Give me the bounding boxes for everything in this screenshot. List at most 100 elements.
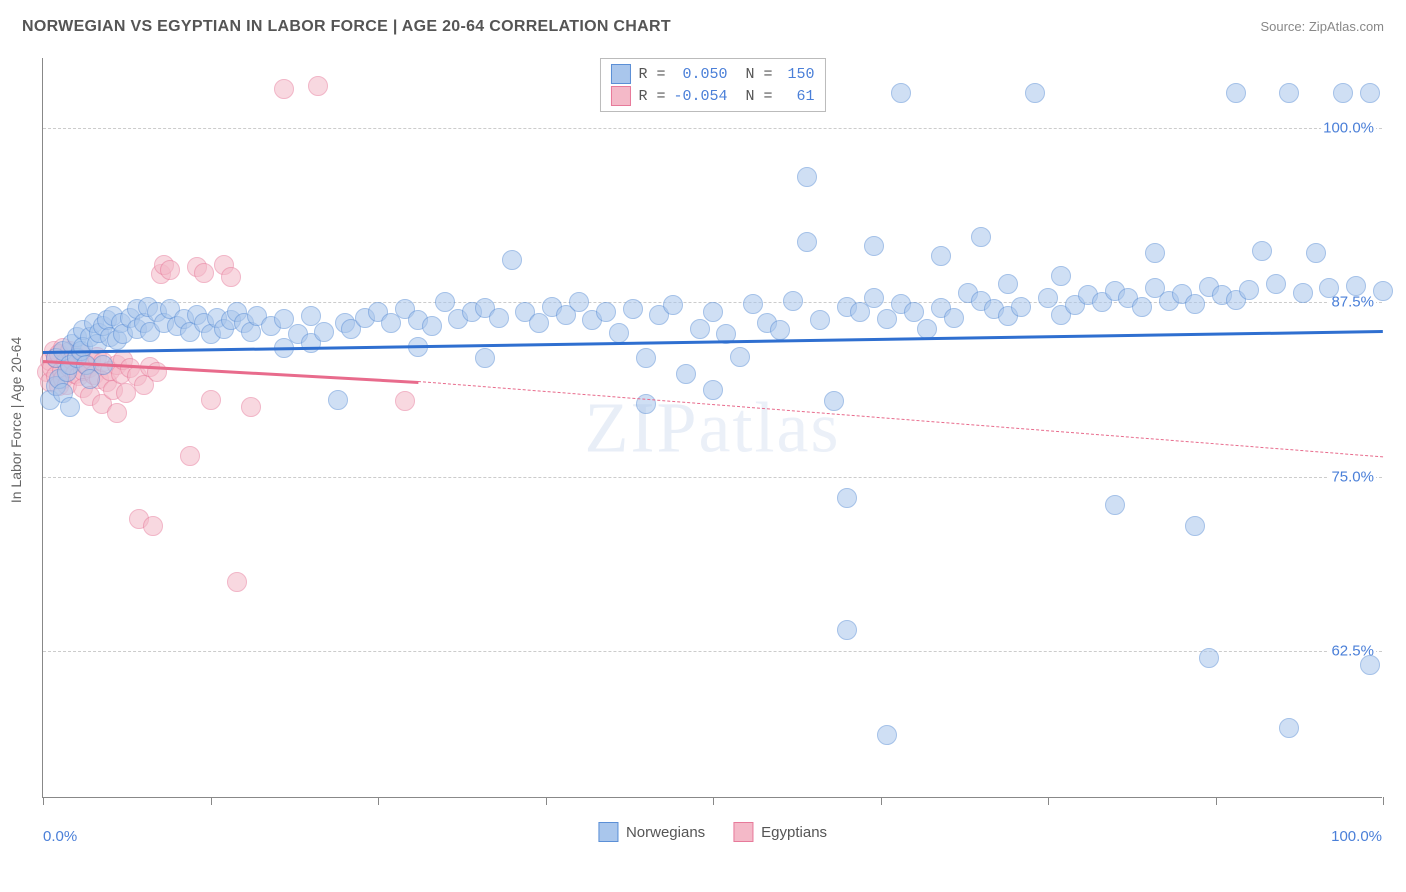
scatter-point: [241, 397, 261, 417]
legend-swatch-egyptians: [610, 86, 630, 106]
scatter-point: [422, 316, 442, 336]
legend-swatch-norwegians-bottom: [598, 822, 618, 842]
scatter-point: [1105, 495, 1125, 515]
scatter-point: [1373, 281, 1393, 301]
scatter-point: [1293, 283, 1313, 303]
x-tick: [378, 797, 379, 805]
scatter-point: [227, 572, 247, 592]
scatter-point: [328, 390, 348, 410]
scatter-point: [201, 390, 221, 410]
scatter-point: [743, 294, 763, 314]
x-tick: [1383, 797, 1384, 805]
scatter-point: [1279, 718, 1299, 738]
scatter-point: [475, 348, 495, 368]
legend-row-norwegians: R = 0.050 N = 150: [610, 63, 814, 85]
scatter-point: [60, 397, 80, 417]
scatter-point: [837, 488, 857, 508]
scatter-point: [623, 299, 643, 319]
scatter-point: [160, 260, 180, 280]
scatter-point: [636, 348, 656, 368]
legend-row-egyptians: R = -0.054 N = 61: [610, 85, 814, 107]
scatter-point: [194, 263, 214, 283]
x-tick: [1048, 797, 1049, 805]
scatter-point: [1199, 648, 1219, 668]
scatter-point: [904, 302, 924, 322]
x-tick: [211, 797, 212, 805]
scatter-point: [1239, 280, 1259, 300]
scatter-point: [1346, 276, 1366, 296]
scatter-point: [1279, 83, 1299, 103]
scatter-point: [971, 227, 991, 247]
scatter-point: [864, 288, 884, 308]
scatter-point: [891, 83, 911, 103]
scatter-point: [1226, 83, 1246, 103]
chart-title: NORWEGIAN VS EGYPTIAN IN LABOR FORCE | A…: [22, 18, 671, 36]
scatter-point: [274, 79, 294, 99]
x-tick: [43, 797, 44, 805]
scatter-point: [944, 308, 964, 328]
legend-series: Norwegians Egyptians: [598, 822, 827, 842]
legend-n-label: N =: [745, 66, 772, 83]
scatter-point: [1306, 243, 1326, 263]
scatter-point: [1132, 297, 1152, 317]
scatter-point: [435, 292, 455, 312]
scatter-point: [998, 274, 1018, 294]
x-tick-label-min: 0.0%: [43, 828, 77, 845]
scatter-point: [877, 725, 897, 745]
x-tick: [546, 797, 547, 805]
chart-container: NORWEGIAN VS EGYPTIAN IN LABOR FORCE | A…: [0, 0, 1406, 892]
y-axis-title: In Labor Force | Age 20-64: [8, 337, 24, 503]
legend-item-egyptians: Egyptians: [733, 822, 827, 842]
scatter-point: [1360, 83, 1380, 103]
scatter-point: [1266, 274, 1286, 294]
legend-r-label: R =: [638, 88, 665, 105]
legend-label-norwegians: Norwegians: [626, 824, 705, 841]
scatter-point: [308, 76, 328, 96]
scatter-point: [609, 323, 629, 343]
scatter-point: [1051, 266, 1071, 286]
scatter-point: [810, 310, 830, 330]
scatter-point: [703, 302, 723, 322]
scatter-point: [1011, 297, 1031, 317]
scatter-point: [1333, 83, 1353, 103]
scatter-point: [663, 295, 683, 315]
scatter-point: [636, 394, 656, 414]
scatter-point: [314, 322, 334, 342]
scatter-point: [703, 380, 723, 400]
scatter-point: [690, 319, 710, 339]
scatter-point: [221, 267, 241, 287]
y-tick-label: 75.0%: [1329, 468, 1376, 485]
plot-area: ZIPatlas R = 0.050 N = 150 R = -0.054 N …: [42, 58, 1382, 798]
legend-n-value-norwegians: 150: [781, 66, 815, 83]
x-tick: [881, 797, 882, 805]
scatter-point: [797, 232, 817, 252]
scatter-point: [730, 347, 750, 367]
scatter-point: [596, 302, 616, 322]
scatter-point: [783, 291, 803, 311]
grid-line: [43, 651, 1382, 652]
scatter-point: [569, 292, 589, 312]
legend-n-label: N =: [746, 88, 773, 105]
x-tick-label-max: 100.0%: [1331, 828, 1382, 845]
scatter-point: [529, 313, 549, 333]
scatter-point: [502, 250, 522, 270]
source-label: Source: ZipAtlas.com: [1260, 19, 1384, 34]
scatter-point: [1185, 516, 1205, 536]
trend-line-extrapolated: [418, 381, 1383, 457]
scatter-point: [395, 391, 415, 411]
scatter-point: [1185, 294, 1205, 314]
scatter-point: [180, 446, 200, 466]
scatter-point: [1252, 241, 1272, 261]
scatter-point: [797, 167, 817, 187]
legend-correlation: R = 0.050 N = 150 R = -0.054 N = 61: [599, 58, 825, 112]
scatter-point: [1025, 83, 1045, 103]
title-bar: NORWEGIAN VS EGYPTIAN IN LABOR FORCE | A…: [22, 18, 1384, 36]
scatter-point: [864, 236, 884, 256]
legend-label-egyptians: Egyptians: [761, 824, 827, 841]
x-tick: [713, 797, 714, 805]
grid-line: [43, 477, 1382, 478]
scatter-point: [1038, 288, 1058, 308]
scatter-point: [770, 320, 790, 340]
legend-swatch-norwegians: [610, 64, 630, 84]
scatter-point: [1319, 278, 1339, 298]
